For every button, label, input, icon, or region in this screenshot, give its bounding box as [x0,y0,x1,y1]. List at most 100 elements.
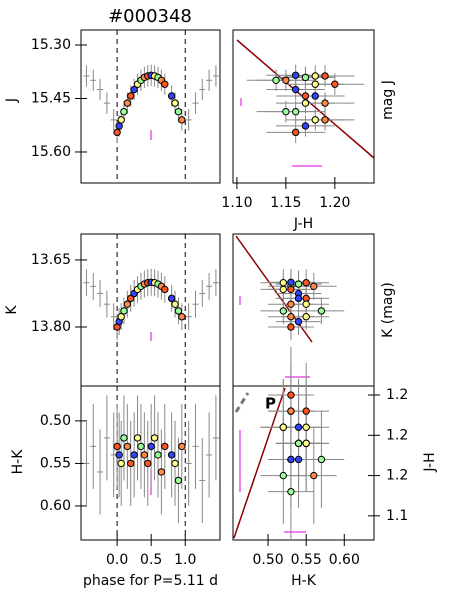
data-point [302,407,310,415]
reddening-line [233,387,286,539]
x-tick-label: 1.10 [221,195,252,211]
data-point [302,439,310,448]
x-tick-label: 1.20 [319,195,350,211]
data-point [167,294,176,303]
data-point [127,294,135,303]
data-point [302,279,310,287]
y-tick-label: 13.80 [31,319,71,335]
data-point [294,423,303,431]
y-tick-label: 1.2 [386,468,408,484]
plot-frame [80,29,221,184]
panel: 1.10 1.15 1.20 J-H mag J [221,29,396,232]
data-point [120,307,128,315]
data-point [127,92,135,100]
panel: 1.2 1.2 1.2 1.1 0.50 0.55 0.60 H-K J-H [232,346,438,589]
data-point [113,128,121,137]
data-point [279,279,288,287]
data-point [115,122,123,130]
data-point [140,451,149,459]
data-point [311,80,319,88]
data-point [171,300,179,308]
data-point [178,442,186,451]
data-point [120,434,128,442]
data-point [317,307,326,315]
data-point [161,442,169,451]
y-axis-label: K (mag) [380,282,396,338]
plot-frame [80,233,221,387]
data-point [150,434,159,442]
x-tick-label: 0.60 [329,552,360,568]
y-axis-label: H-K [10,449,26,475]
data-point [287,455,295,464]
x-tick-label: 1.0 [174,552,196,568]
data-point [147,442,155,451]
x-tick-label: 1.15 [270,195,301,211]
data-point [113,442,121,451]
data-point [301,99,310,107]
data-point [291,107,300,116]
data-point [279,423,288,431]
data-point [331,80,339,88]
data-point [123,442,132,451]
data-point [287,407,295,415]
x-tick-label: 0.55 [291,552,322,568]
data-point [287,487,295,496]
data-point [127,459,135,468]
annotation: P [265,395,276,413]
data-point [287,300,295,308]
data-point [310,471,318,480]
data-point [291,128,300,137]
data-point [321,99,329,107]
data-point [167,92,176,100]
y-tick-label: 15.60 [31,144,71,160]
data-point [302,423,310,431]
data-point [272,76,280,84]
data-point [174,307,183,315]
data-point [282,76,290,84]
data-point [154,451,162,459]
data-point [287,391,295,399]
data-point [294,294,303,303]
data-point [120,107,128,116]
y-tick-label: 0.55 [40,455,71,471]
panel: 15.30 15.45 15.60 J [4,29,221,184]
data-point [294,317,303,326]
data-point [282,107,290,116]
data-point [174,107,183,116]
title: #000348 [108,6,192,27]
y-axis-label: mag J [380,80,396,120]
data-point [115,451,123,459]
data-point [279,307,288,315]
x-tick-label: 0.50 [252,552,283,568]
data-point [171,459,179,468]
y-tick-label: 1.1 [386,508,408,524]
data-point [133,434,142,442]
data-point [294,439,303,448]
data-point [167,451,176,459]
data-point [291,71,300,79]
data-point [178,116,186,124]
data-point [294,455,303,464]
x-axis-label: phase for P=5.11 d [83,573,218,589]
y-axis-label: J-H [422,452,438,472]
data-point [301,92,310,100]
data-point [161,285,169,294]
data-point [291,85,300,94]
data-point [321,116,329,124]
data-point [321,72,329,80]
data-point [117,459,125,468]
y-tick-label: 15.30 [31,37,71,53]
panel: 0.50 0.55 0.60 0.0 0.5 1.0 phase for P=5.11 d H… [10,385,221,589]
y-tick-label: 15.45 [31,90,71,106]
y-tick-label: 13.65 [31,252,71,268]
data-point [287,313,295,321]
data-point [311,116,319,124]
y-tick-label: 1.2 [386,387,408,403]
data-point [287,278,295,286]
data-point [301,122,310,130]
data-point [302,313,310,321]
data-point [311,72,319,80]
y-tick-label: 0.60 [40,498,71,514]
data-point [287,323,295,331]
